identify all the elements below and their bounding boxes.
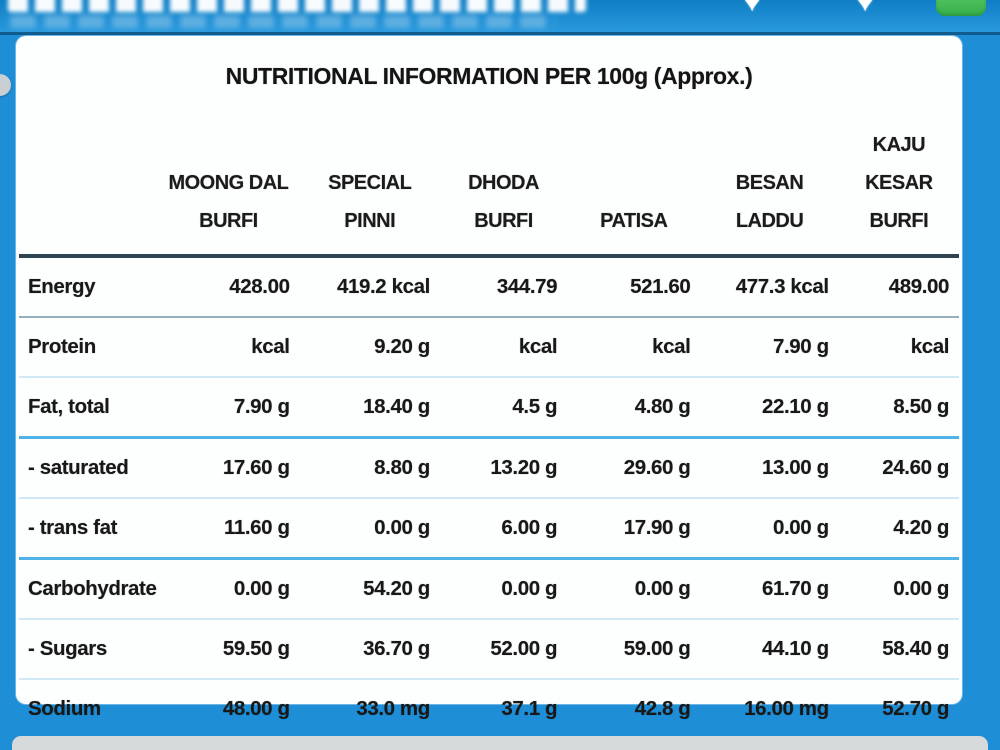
table-cell: 52.70 g [882, 697, 949, 720]
table-cell: 11.60 g [157, 498, 300, 560]
table-cell: 36.70 g [299, 619, 440, 680]
column-header-line2: BURFI [199, 210, 258, 232]
table-cell: kcal [157, 317, 300, 378]
table-cell: 54.20 g [299, 558, 440, 620]
table-cell: 13.20 g [439, 437, 568, 499]
nutrition-table: MOONG DAL BURFI SPECIAL PINNI DHODA BURF… [19, 92, 959, 738]
column-header-line2: LADDU [735, 210, 804, 232]
table-cell: 7.90 g [157, 377, 300, 439]
table-cell: 44.10 g [700, 619, 839, 680]
carousel-prev-notch[interactable] [0, 74, 11, 96]
column-header-moong-dal-burfi: MOONG DAL BURFI [157, 92, 300, 258]
column-header-line1: DHODA [468, 172, 539, 194]
table-row: - Sugars 59.50 g 36.70 g 52.00 g 59.00 g… [19, 619, 959, 680]
table-cell: 16.00 mg [744, 697, 829, 720]
table-cell: 0.00 g [439, 558, 568, 620]
table-cell: 24.60 g [838, 437, 959, 499]
table-cell: 477.3 kcal [700, 256, 839, 318]
row-label: Carbohydrate [19, 558, 158, 620]
table-cell: 42.8 g [634, 697, 691, 720]
table-cell: 4.20 g [838, 498, 959, 560]
table-row: - saturated 17.60 g 8.80 g 13.20 g 29.60… [19, 437, 959, 499]
table-cell: 521.60 [567, 256, 701, 318]
column-header-line1: PATISA [600, 210, 668, 232]
row-label: Protein [19, 317, 158, 378]
table-row: Energy 428.00 419.2 kcal 344.79 521.60 4… [19, 256, 959, 318]
row-label: Sodium [28, 697, 101, 720]
column-header-line1: KAJU KESAR [865, 134, 933, 194]
table-cell: 0.00 g [157, 558, 300, 620]
table-cell: 0.00 g [299, 498, 440, 560]
wishlist-heart-icon[interactable]: ♥ [742, 0, 763, 19]
table-cell: 9.20 g [299, 317, 440, 378]
green-badge-icon[interactable] [936, 0, 986, 16]
column-header-dhoda-burfi: DHODA BURFI [439, 92, 568, 258]
table-cell: 4.80 g [567, 377, 701, 439]
column-header-special-pinni: SPECIAL PINNI [299, 92, 440, 258]
row-label: Fat, total [19, 377, 158, 439]
row-label: - saturated [19, 437, 158, 499]
card-top-edge-line [0, 32, 1000, 35]
table-cell: 59.00 g [567, 619, 701, 680]
table-cell: 29.60 g [567, 437, 701, 499]
table-cell: kcal [838, 317, 959, 378]
column-header-patisa: PATISA [567, 92, 701, 258]
table-row: Carbohydrate 0.00 g 54.20 g 0.00 g 0.00 … [19, 558, 959, 620]
nutrition-label-card: NUTRITIONAL INFORMATION PER 100g (Approx… [16, 36, 962, 720]
table-cell: 8.50 g [838, 377, 959, 439]
table-cell: kcal [439, 317, 568, 378]
table-cell: 17.60 g [157, 437, 300, 499]
table-row: - trans fat 11.60 g 0.00 g 6.00 g 17.90 … [19, 498, 959, 560]
blurred-product-title [8, 0, 586, 12]
table-cell: 59.50 g [157, 619, 300, 680]
table-cell: 0.00 g [700, 498, 839, 560]
table-row: Sodium 48.00 g 33.0 mg 37.1 g 42.8 g 16.… [19, 679, 959, 738]
row-label: - Sugars [19, 619, 158, 680]
column-header-line1: MOONG DAL [168, 172, 289, 194]
table-cell: 0.00 g [567, 558, 701, 620]
column-header-kaju-kesar-burfi: KAJU KESAR BURFI [838, 92, 959, 258]
table-cell: 48.00 g [222, 697, 290, 720]
table-cell: 428.00 [157, 256, 300, 318]
table-row: Fat, total 7.90 g 18.40 g 4.5 g 4.80 g 2… [19, 377, 959, 439]
table-title: NUTRITIONAL INFORMATION PER 100g (Approx… [225, 63, 753, 89]
header-row: MOONG DAL BURFI SPECIAL PINNI DHODA BURF… [19, 92, 959, 258]
row-label: - trans fat [19, 498, 158, 560]
table-cell: 22.10 g [700, 377, 839, 439]
table-cell: 33.0 mg [356, 697, 430, 720]
table-cell: 61.70 g [700, 558, 839, 620]
column-header-line2: BURFI [869, 210, 929, 232]
table-cell: 58.40 g [838, 619, 959, 680]
column-header-line1: BESAN [735, 172, 804, 194]
table-cell: 344.79 [439, 256, 568, 318]
row-label-header [19, 92, 158, 258]
table-cell: kcal [567, 317, 701, 378]
table-cell: 6.00 g [439, 498, 568, 560]
table-cell: 8.80 g [299, 437, 440, 499]
table-row: Protein kcal 9.20 g kcal kcal 7.90 g kca… [19, 317, 959, 378]
table-cell: 37.1 g [501, 697, 558, 720]
table-cell: 489.00 [838, 256, 959, 318]
column-header-besan-laddu: BESAN LADDU [700, 92, 839, 258]
table-cell: 419.2 kcal [299, 256, 440, 318]
next-section-edge [12, 736, 988, 750]
row-label: Energy [19, 256, 158, 318]
table-cell: 17.90 g [567, 498, 701, 560]
favorite-heart-icon[interactable]: ♥ [855, 0, 876, 19]
table-cell: 52.00 g [439, 619, 568, 680]
blurred-product-subtitle [10, 15, 555, 28]
table-cell: 7.90 g [700, 317, 839, 378]
column-header-line2: BURFI [474, 210, 533, 232]
table-cell: 13.00 g [700, 437, 839, 499]
top-bar: ♥ ♥ [0, 0, 1000, 33]
column-header-line2: PINNI [344, 210, 396, 232]
column-header-line1: SPECIAL [328, 172, 412, 194]
table-cell: 4.5 g [439, 377, 568, 439]
table-cell: 18.40 g [299, 377, 440, 439]
table-cell: 0.00 g [838, 558, 959, 620]
